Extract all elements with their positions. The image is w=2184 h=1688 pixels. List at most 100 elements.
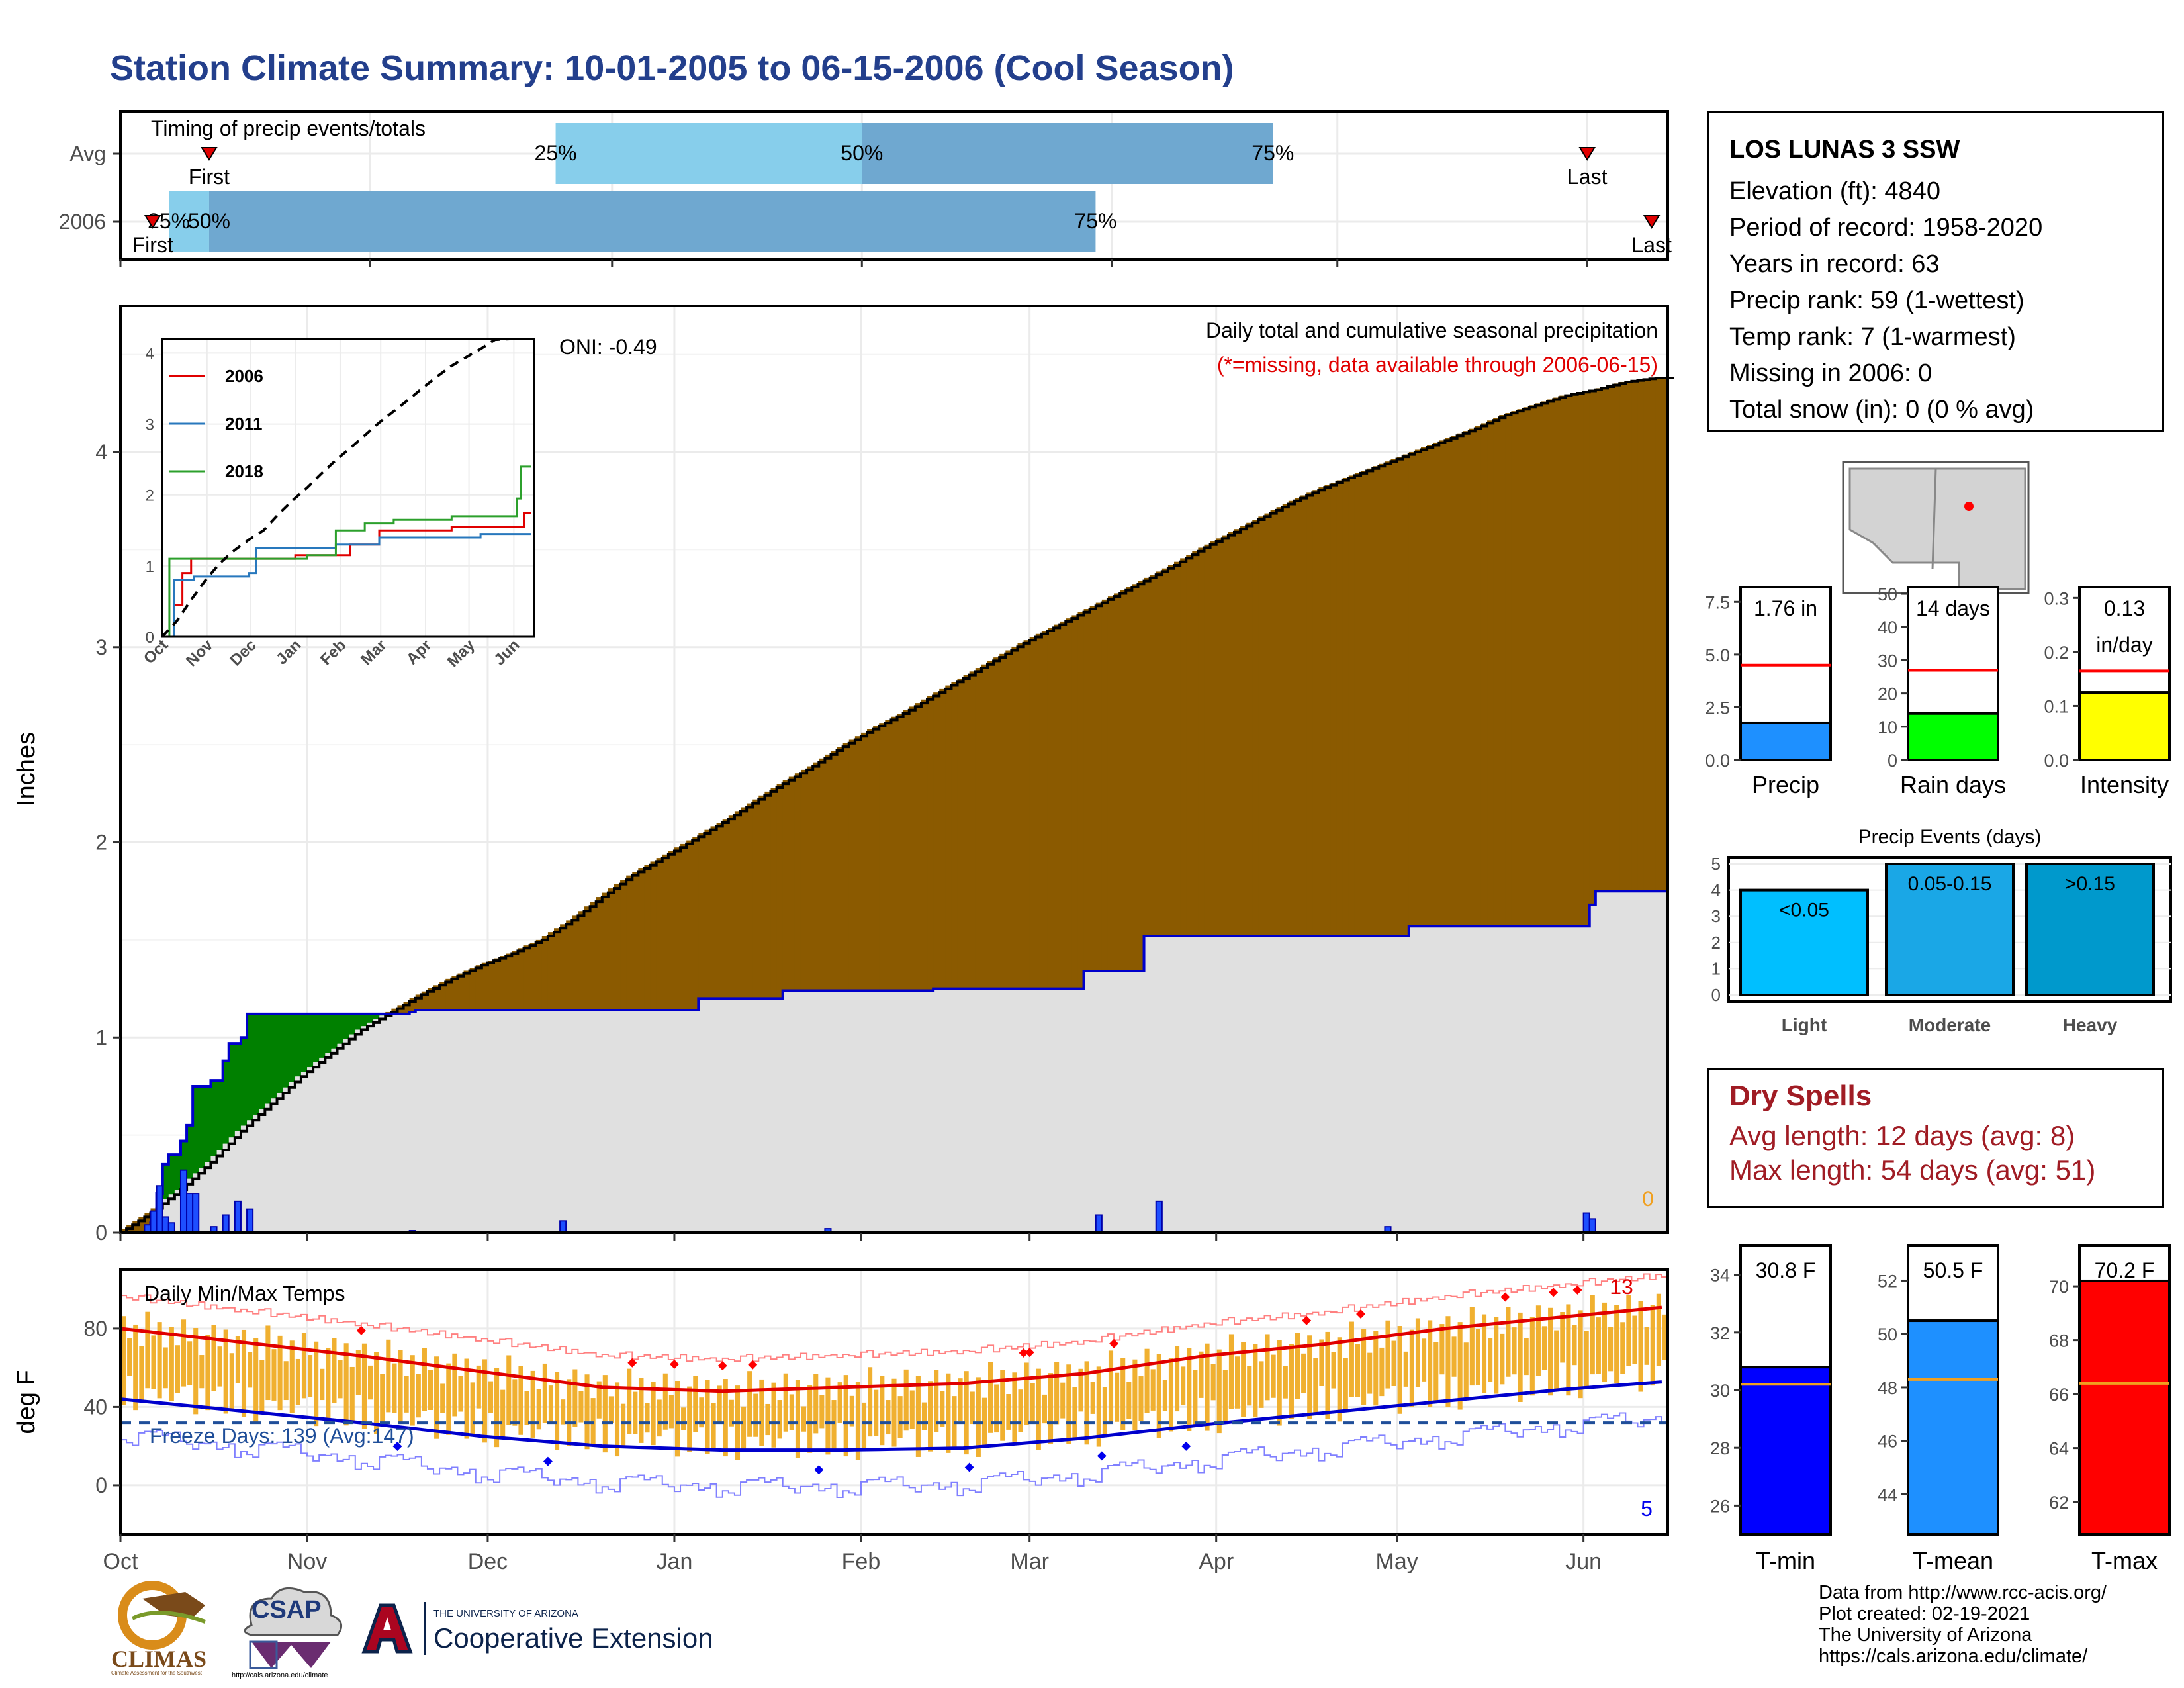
station-line-temp-rank: Temp rank: 7 (1-warmest) bbox=[1729, 323, 2016, 351]
precip-deficit-area bbox=[433, 985, 440, 1010]
daily-temp-bar bbox=[1150, 1369, 1156, 1411]
daily-temp-bar bbox=[1349, 1321, 1354, 1397]
events-title: Precip Events (days) bbox=[1858, 826, 2042, 848]
precip-surplus-area bbox=[240, 1037, 248, 1126]
precip-area-base bbox=[313, 1062, 320, 1233]
daily-temp-bar bbox=[157, 1322, 162, 1399]
precip-gauge-0: 0.0 2.5 5.0 7.5 1.76 in Precip bbox=[1705, 586, 1832, 798]
daily-temp-bar bbox=[205, 1335, 210, 1411]
daily-temp-bar bbox=[458, 1376, 463, 1412]
precip-deficit-area bbox=[518, 948, 525, 1010]
precip-area-base bbox=[481, 1010, 488, 1233]
daily-temp-bar bbox=[1187, 1348, 1192, 1431]
daily-temp-bar bbox=[1578, 1310, 1583, 1399]
temp-panel-border bbox=[119, 1268, 1669, 1536]
daily-precip-bar bbox=[1588, 1218, 1596, 1233]
precip-area-base bbox=[825, 990, 832, 1233]
daily-temp-bar bbox=[1126, 1382, 1132, 1419]
daily-temp-bar bbox=[1596, 1317, 1601, 1374]
precip-deficit-area bbox=[487, 961, 494, 1010]
daily-temp-bar bbox=[1566, 1304, 1571, 1396]
precip-deficit-area bbox=[782, 780, 790, 991]
precip-surplus-area bbox=[253, 1013, 259, 1115]
gauge-tick-label: 10 bbox=[1878, 718, 1897, 737]
daily-temp-bar bbox=[494, 1368, 500, 1448]
daily-temp-bar bbox=[627, 1368, 632, 1434]
precip-ytick-label: 1 bbox=[95, 1025, 107, 1049]
daily-temp-bar bbox=[374, 1352, 379, 1434]
precip-area-base bbox=[1282, 936, 1289, 1233]
daily-temp-bar bbox=[1343, 1358, 1348, 1411]
precip-surplus-area bbox=[265, 1013, 272, 1104]
daily-temp-bar bbox=[837, 1382, 842, 1423]
daily-temp-bar bbox=[314, 1341, 319, 1427]
precip-deficit-area bbox=[927, 696, 934, 991]
climas-logo: CLIMAS Climate Assessment for the Southw… bbox=[106, 1579, 218, 1678]
precip-area-base bbox=[999, 988, 1006, 1233]
precip-deficit-area bbox=[1541, 401, 1548, 927]
daily-temp-bar bbox=[693, 1376, 698, 1432]
daily-temp-bar bbox=[235, 1336, 240, 1383]
precip-deficit-area bbox=[572, 915, 578, 1010]
record-high-marker bbox=[1549, 1288, 1559, 1297]
daily-temp-bar bbox=[1403, 1351, 1408, 1387]
precip-area-base bbox=[469, 1010, 477, 1233]
daily-temp-bar bbox=[1560, 1312, 1565, 1363]
precip-deficit-area bbox=[897, 714, 904, 991]
precip-area-base bbox=[602, 1010, 609, 1233]
record-max-line bbox=[120, 1273, 1668, 1362]
daily-temp-bar bbox=[1307, 1335, 1312, 1419]
precip-deficit-area bbox=[1174, 561, 1181, 936]
precip-deficit-area bbox=[596, 897, 603, 1010]
daily-temp-bar bbox=[434, 1356, 439, 1439]
daily-temp-bar bbox=[771, 1382, 776, 1448]
precip-area-base bbox=[409, 1011, 416, 1233]
daily-temp-bar bbox=[699, 1397, 704, 1428]
precip-surplus-area bbox=[307, 1013, 314, 1068]
credit-data-source: Data from http://www.rcc-acis.org/ bbox=[1819, 1582, 2107, 1603]
precip-surplus-area bbox=[337, 1013, 344, 1044]
temp-title: Daily Min/Max Temps bbox=[144, 1282, 345, 1305]
daily-temp-bar bbox=[1656, 1293, 1661, 1366]
precip-area-base bbox=[620, 1010, 627, 1233]
precip-deficit-area bbox=[1547, 399, 1554, 927]
precip-deficit-area bbox=[554, 928, 561, 1010]
daily-temp-bar bbox=[608, 1396, 614, 1423]
gauge-tick-label: 0.0 bbox=[1705, 751, 1730, 771]
precip-area-base bbox=[1505, 926, 1512, 1233]
precip-area-base bbox=[1089, 971, 1097, 1233]
daily-temp-bar bbox=[1181, 1366, 1186, 1406]
daily-temp-bar bbox=[964, 1371, 969, 1455]
daily-temp-bar bbox=[506, 1355, 512, 1425]
precip-gauge-2: 0.0 0.1 0.2 0.3 0.13 in/day Intensity bbox=[2044, 586, 2171, 798]
precip-deficit-area bbox=[1071, 615, 1079, 989]
gauge-tick-label: 0.0 bbox=[2044, 751, 2069, 771]
precip-surplus-area bbox=[228, 1043, 236, 1138]
daily-temp-bar bbox=[639, 1378, 644, 1443]
precip-deficit-area bbox=[848, 739, 856, 991]
precip-surplus-area bbox=[216, 1080, 224, 1150]
daily-temp-bar bbox=[849, 1395, 854, 1427]
precip-area-base bbox=[1517, 926, 1524, 1233]
precip-deficit-area bbox=[1222, 535, 1229, 936]
precip-area-base bbox=[560, 1010, 567, 1233]
daily-temp-bar bbox=[584, 1374, 590, 1450]
precip-area-base bbox=[1204, 936, 1211, 1233]
precip-area-base bbox=[1071, 988, 1079, 1233]
daily-temp-bar bbox=[1451, 1336, 1457, 1377]
daily-temp-bar bbox=[1590, 1295, 1595, 1375]
daily-temp-bar bbox=[801, 1406, 807, 1432]
precip-deficit-area bbox=[1451, 436, 1458, 927]
precip-deficit-area bbox=[1614, 383, 1620, 892]
precip-surplus-area bbox=[343, 1013, 350, 1039]
precip-deficit-area bbox=[933, 692, 940, 989]
daily-temp-bar bbox=[1331, 1352, 1336, 1389]
precip-deficit-area bbox=[662, 854, 669, 1010]
event-category-label: Moderate bbox=[1909, 1015, 1991, 1035]
daily-temp-bar bbox=[843, 1375, 848, 1457]
daily-temp-bar bbox=[241, 1329, 247, 1417]
record-high-count: 13 bbox=[1610, 1275, 1633, 1299]
timing-bar-q25-q50 bbox=[555, 123, 862, 184]
daily-temp-bar bbox=[819, 1395, 825, 1429]
daily-precip-bar bbox=[1155, 1200, 1163, 1234]
